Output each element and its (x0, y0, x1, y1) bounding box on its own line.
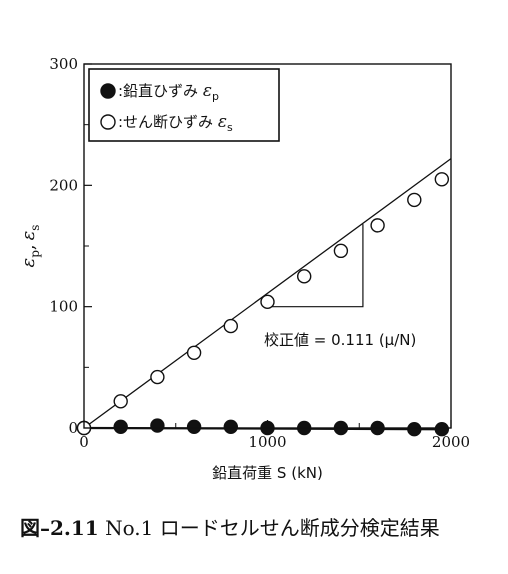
shear-strain-point-8 (370, 218, 385, 233)
vertical-strain-point-3 (186, 419, 202, 434)
x-tick-label-1000: 1000 (248, 433, 286, 451)
legend: :鉛直ひずみ εp :せん断ひずみ εs (88, 68, 280, 142)
y-axis-label: εp,εs (18, 225, 42, 268)
y-axis-sub-s: s (28, 225, 42, 231)
figure-title: No.1 ロードセルせん断成分検定結果 (105, 516, 440, 540)
shear-strain-point-5 (260, 294, 275, 310)
figure-number: 図–2.11 (20, 516, 99, 540)
legend-label-shear-eps: ε (218, 112, 227, 132)
y-axis-eps-s: ε (18, 231, 39, 241)
legend-label-vertical-eps: ε (203, 81, 212, 101)
shear-strain-point-6 (297, 269, 312, 284)
plot-frame (83, 63, 452, 429)
y-tick-label-300: 300 (49, 55, 78, 73)
vertical-strain-point-2 (150, 418, 165, 433)
y-tick-label-200: 200 (49, 176, 78, 194)
shear-strain-point-9 (407, 192, 422, 208)
tick-labels: 0 1000 2000 0 100 200 300 (49, 55, 470, 451)
legend-label-shear-text: :せん断ひずみ (118, 113, 218, 131)
slope-triangle (267, 224, 364, 308)
y-tick-label-0: 0 (68, 419, 78, 437)
x-tick-label-2000: 2000 (432, 433, 470, 451)
vertical-strain-point-10 (434, 422, 450, 437)
x-axis-label: 鉛直荷重 S (kN) (212, 464, 323, 482)
vertical-strain-point-9 (407, 422, 422, 437)
fit-line (83, 158, 452, 429)
y-axis-sub-p: p (28, 250, 42, 258)
legend-label-vertical-text: :鉛直ひずみ (118, 82, 203, 100)
legend-label-shear-sub: s (227, 121, 233, 134)
legend-label-shear-strain: :せん断ひずみ εs (118, 112, 233, 134)
vertical-strain-point-4 (223, 419, 239, 434)
legend-marker-filled (100, 83, 116, 99)
y-axis-eps-p: ε (18, 258, 39, 268)
points-layer (76, 172, 450, 437)
shear-strain-point-7 (333, 243, 349, 259)
y-tick-label-100: 100 (49, 298, 78, 316)
shear-strain-point-1 (113, 394, 128, 409)
shear-strain-point-10 (434, 172, 450, 187)
vertical-strain-point-1 (113, 419, 128, 434)
legend-label-vertical-sub: p (212, 90, 219, 103)
shear-strain-point-4 (223, 318, 239, 334)
shear-strain-point-2 (150, 369, 165, 385)
legend-label-vertical-strain: :鉛直ひずみ εp (118, 81, 219, 103)
y-axis-comma: , (18, 244, 39, 250)
figure-caption: 図–2.11 No.1 ロードセルせん断成分検定結果 (20, 512, 440, 541)
legend-marker-open (100, 114, 116, 130)
shear-strain-point-3 (186, 345, 202, 360)
calibration-annotation: 校正値 = 0.111 (μ/N) (264, 331, 416, 349)
legend-box (88, 68, 280, 142)
fit-layer (83, 158, 452, 431)
x-tick-label-0: 0 (79, 433, 89, 451)
